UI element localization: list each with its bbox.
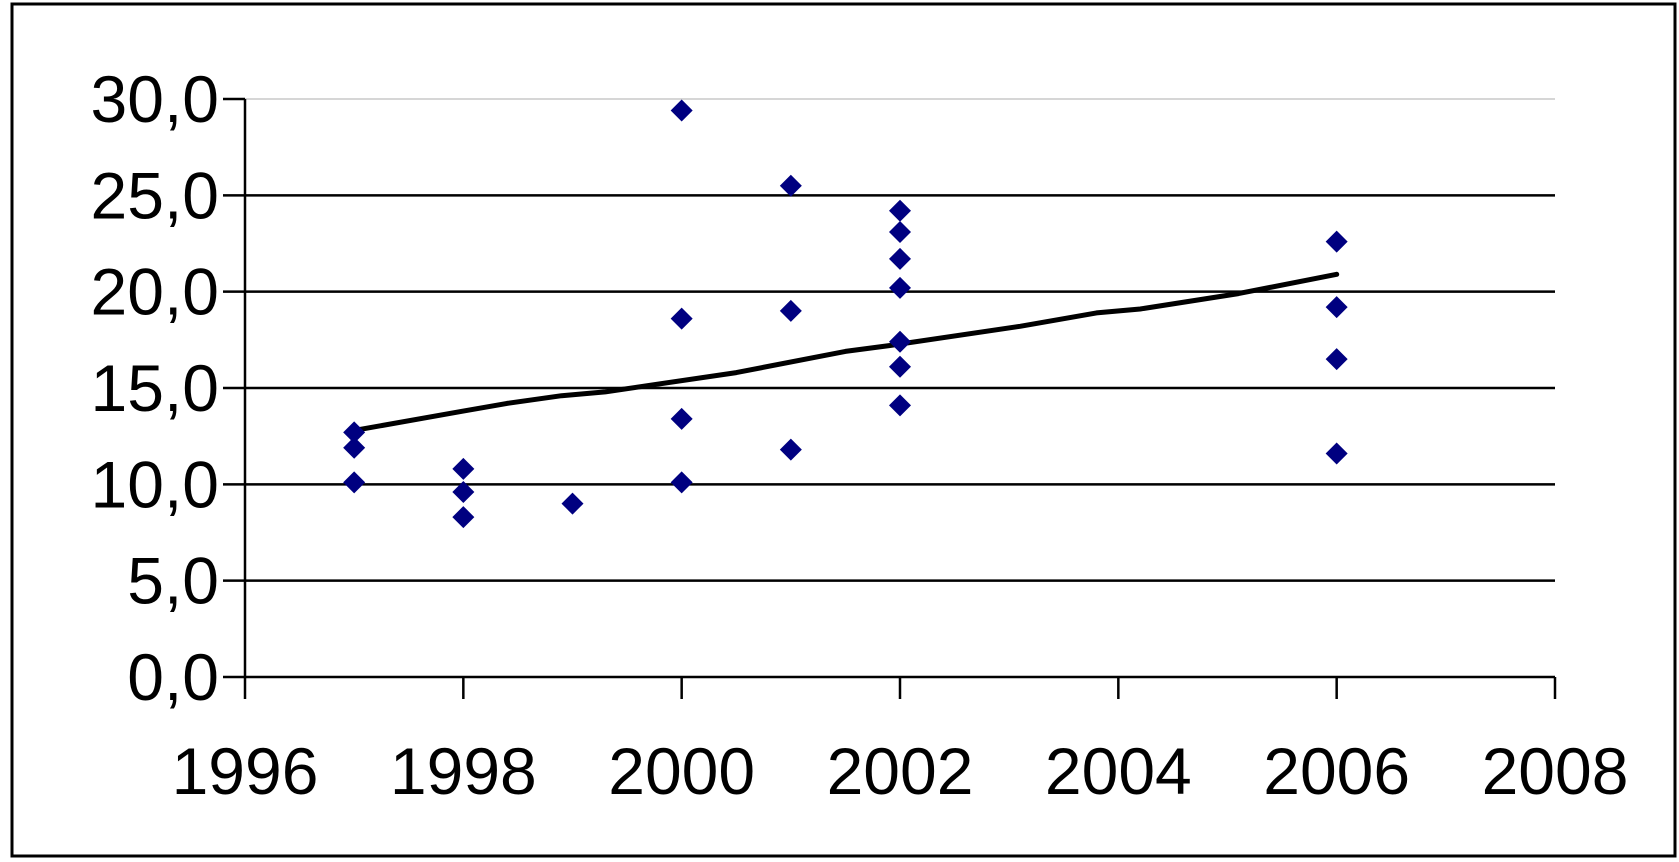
data-point <box>779 299 802 322</box>
y-tick-label: 25,0 <box>91 158 219 232</box>
data-point <box>1325 442 1348 465</box>
x-tick-label: 2004 <box>1045 734 1192 808</box>
y-tick-labels: 0,0 5,0 10,0 15,0 20,0 25,0 30,0 <box>91 62 219 714</box>
trendline <box>351 271 1340 433</box>
data-point <box>889 276 911 299</box>
x-tick-label: 1996 <box>172 734 319 808</box>
x-tick-label: 1998 <box>390 734 537 808</box>
data-point <box>1325 230 1348 253</box>
y-tick-label: 10,0 <box>91 447 219 521</box>
data-point <box>1325 348 1348 371</box>
y-tick-label: 5,0 <box>127 544 219 618</box>
data-point <box>343 436 366 459</box>
data-point <box>343 421 366 444</box>
data-point <box>452 481 475 504</box>
data-point <box>561 492 584 515</box>
y-tick-label: 0,0 <box>127 640 219 714</box>
data-point <box>889 394 911 417</box>
data-point <box>889 199 911 222</box>
x-tick-labels: 1996 1998 2000 2002 2004 2006 2008 <box>172 734 1629 808</box>
y-tick-label: 20,0 <box>91 255 219 329</box>
data-point <box>889 355 911 378</box>
y-tick-label: 15,0 <box>91 351 219 425</box>
x-tick-label: 2000 <box>608 734 755 808</box>
data-point <box>1325 296 1348 319</box>
data-point <box>670 471 693 494</box>
data-point <box>889 220 911 243</box>
chart-frame <box>10 2 1677 858</box>
data-point <box>343 471 366 494</box>
trendline-group <box>351 271 1340 433</box>
data-point <box>452 506 475 529</box>
data-point <box>889 330 911 353</box>
y-tick-label: 30,0 <box>91 62 219 136</box>
data-point <box>452 457 475 480</box>
data-point <box>670 99 693 122</box>
x-tick-label: 2008 <box>1482 734 1629 808</box>
scatter-points <box>343 99 1348 529</box>
data-point <box>779 174 802 197</box>
data-point <box>779 438 802 461</box>
axes <box>223 97 1557 699</box>
x-tick-label: 2002 <box>827 734 974 808</box>
data-point <box>889 247 911 270</box>
x-tick-label: 2006 <box>1263 734 1410 808</box>
data-point <box>670 307 693 330</box>
data-point <box>670 407 693 430</box>
